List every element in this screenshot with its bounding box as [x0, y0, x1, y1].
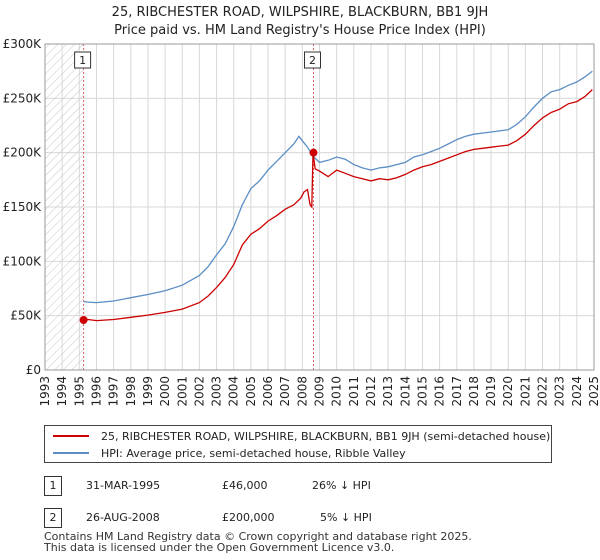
title-line-2: Price paid vs. HM Land Registry's House …: [114, 23, 486, 38]
legend-item-property: 25, RIBCHESTER ROAD, WILPSHIRE, BLACKBUR…: [53, 428, 550, 444]
row-hpi: 26% ↓ HPI: [312, 479, 371, 492]
x-tick-label: 2012: [364, 376, 378, 407]
y-tick-label: £100K: [3, 254, 43, 268]
sale-label-box: [303, 51, 321, 69]
y-tick-label: £50K: [10, 309, 42, 323]
hpi-line: [83, 70, 593, 304]
x-tick-label: 1996: [89, 376, 103, 407]
x-tick-label: 2017: [450, 376, 464, 407]
sale-label-box: [74, 51, 92, 69]
x-tick-label: 1993: [38, 376, 52, 407]
x-tick-label: 2009: [313, 376, 327, 407]
x-tick-label: 2006: [261, 376, 275, 407]
x-tick-label: 2016: [433, 376, 447, 407]
x-tick-label: 2010: [330, 376, 344, 407]
x-tick-label: 2004: [227, 376, 241, 407]
property-price-line: [83, 89, 593, 322]
x-tick-label: 2025: [587, 376, 600, 407]
x-tick-label: 2018: [467, 376, 481, 407]
y-tick-label: £0: [26, 363, 41, 377]
x-tick-label: 2022: [536, 376, 550, 407]
legend-item-hpi: HPI: Average price, semi-detached house,…: [53, 445, 406, 461]
x-tick-label: 2011: [347, 376, 361, 407]
x-tick-label: 2020: [501, 376, 515, 407]
row-price: £200,000: [222, 511, 275, 524]
x-tick-label: 1998: [124, 376, 138, 407]
x-tick-label: 2001: [175, 376, 189, 407]
sale-point: [79, 316, 88, 325]
row-marker-badge: 1: [44, 476, 62, 496]
sale-label-text: 2: [309, 54, 316, 67]
sale-label-text: 1: [79, 54, 86, 67]
x-tick-label: 2023: [553, 376, 567, 407]
table-row: 2 26-AUG-2008 £200,000 5% ↓ HPI: [44, 508, 564, 528]
hatched-region: [45, 44, 84, 370]
row-marker-badge: 2: [44, 508, 62, 528]
x-tick-label: 2019: [484, 376, 498, 407]
footer: Contains HM Land Registry data © Crown c…: [44, 531, 472, 553]
title-line-1: 25, RIBCHESTER ROAD, WILPSHIRE, BLACKBUR…: [111, 5, 489, 20]
y-tick-label: £300K: [3, 37, 43, 51]
table-row: 1 31-MAR-1995 £46,000 26% ↓ HPI: [44, 476, 564, 496]
legend-label-hpi: HPI: Average price, semi-detached house,…: [101, 446, 406, 460]
plot-border: [44, 43, 595, 371]
legend-swatch-red: [53, 435, 89, 437]
x-tick-label: 1997: [107, 376, 121, 407]
x-tick-label: 2013: [381, 376, 395, 407]
x-tick-label: 1999: [141, 376, 155, 407]
x-tick-label: 2021: [518, 376, 532, 407]
x-tick-label: 2000: [158, 376, 172, 407]
x-tick-label: 2024: [570, 376, 584, 407]
legend-swatch-blue: [53, 452, 89, 454]
x-tick-label: 2015: [415, 376, 429, 407]
chart-title: 25, RIBCHESTER ROAD, WILPSHIRE, BLACKBUR…: [0, 4, 600, 40]
x-tick-label: 2007: [278, 376, 292, 407]
sale-point: [309, 148, 318, 157]
row-price: £46,000: [222, 479, 268, 492]
x-tick-label: 1995: [72, 376, 86, 407]
x-tick-label: 2008: [295, 376, 309, 407]
x-tick-label: 2002: [192, 376, 206, 407]
y-tick-label: £200K: [3, 146, 43, 160]
legend: 25, RIBCHESTER ROAD, WILPSHIRE, BLACKBUR…: [44, 425, 552, 463]
y-tick-label: £150K: [3, 200, 43, 214]
y-tick-label: £250K: [3, 91, 43, 105]
footer-line-2: This data is licensed under the Open Gov…: [44, 541, 395, 554]
x-tick-label: 2014: [398, 376, 412, 407]
footer-line-1: Contains HM Land Registry data © Crown c…: [44, 530, 472, 543]
row-hpi: 5% ↓ HPI: [320, 511, 372, 524]
x-tick-label: 1994: [55, 376, 69, 407]
legend-label-property: 25, RIBCHESTER ROAD, WILPSHIRE, BLACKBUR…: [101, 429, 551, 443]
row-date: 26-AUG-2008: [86, 511, 160, 524]
x-tick-label: 2003: [210, 376, 224, 407]
row-date: 31-MAR-1995: [86, 479, 161, 492]
x-tick-label: 2005: [244, 376, 258, 407]
